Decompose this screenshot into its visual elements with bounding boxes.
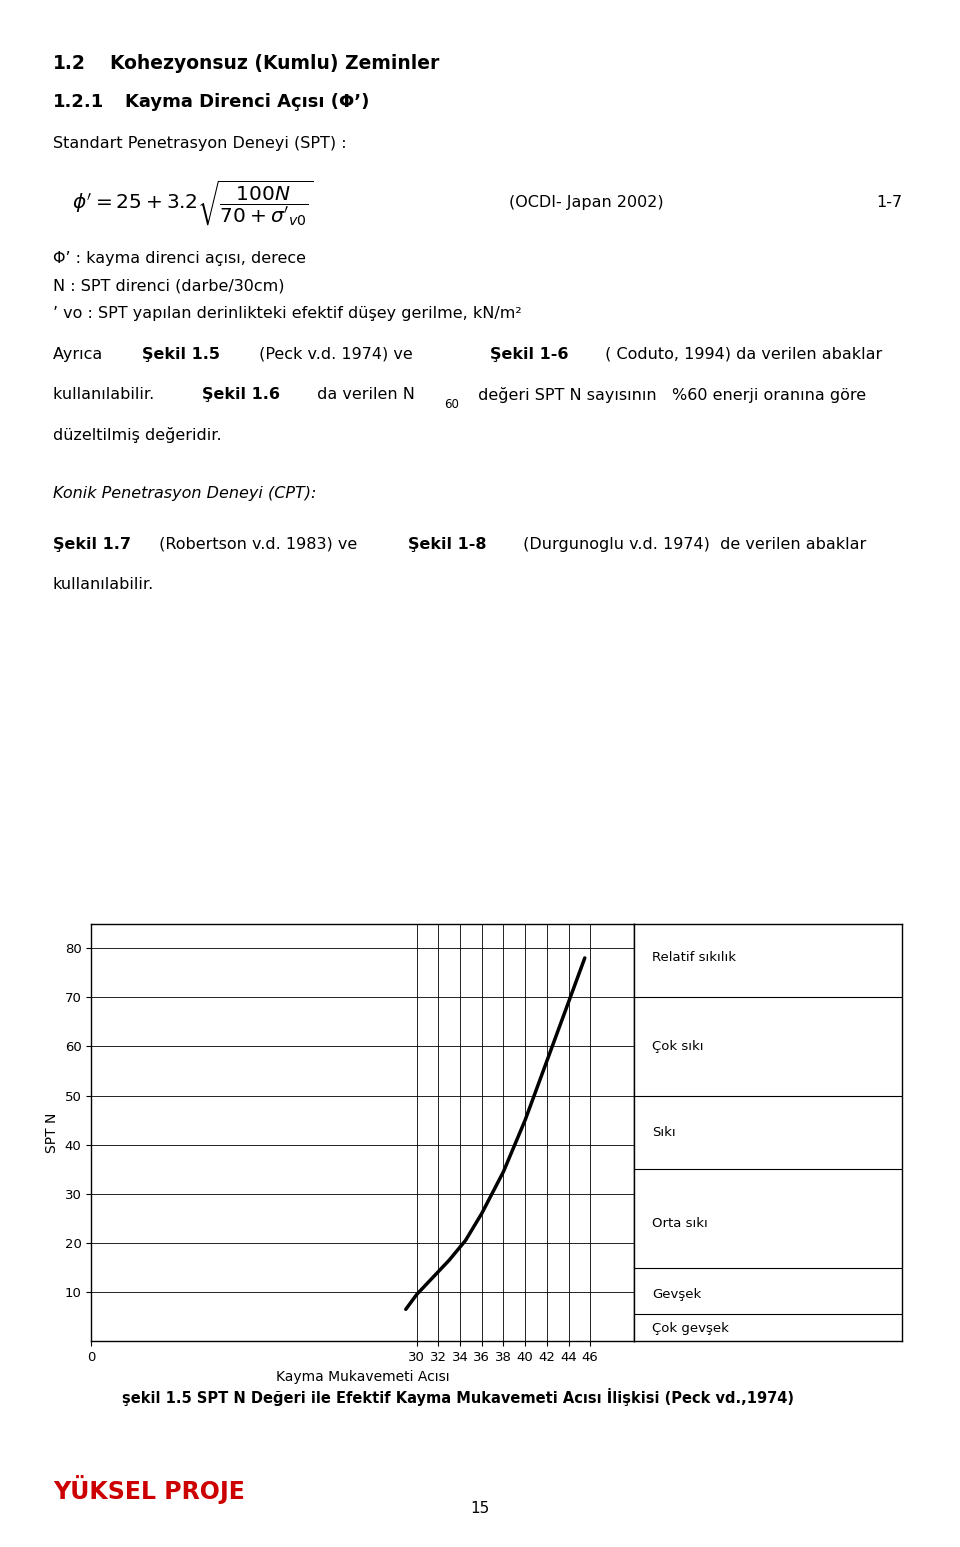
Text: Gevşek: Gevşek	[653, 1289, 702, 1301]
Y-axis label: SPT N: SPT N	[45, 1112, 60, 1153]
Text: Çok sıkı: Çok sıkı	[653, 1040, 704, 1054]
Text: YÜKSEL PROJE: YÜKSEL PROJE	[53, 1474, 245, 1504]
Text: Çok gevşek: Çok gevşek	[653, 1323, 730, 1335]
Text: Orta sıkı: Orta sıkı	[653, 1217, 708, 1230]
Text: Relatif sıkılık: Relatif sıkılık	[653, 951, 736, 964]
Text: 1-7: 1-7	[876, 195, 902, 210]
Text: Şekil 1.5: Şekil 1.5	[142, 347, 220, 362]
Text: N : SPT direnci (darbe/30cm): N : SPT direnci (darbe/30cm)	[53, 278, 284, 294]
X-axis label: Kayma Mukavemeti Acısı: Kayma Mukavemeti Acısı	[276, 1369, 449, 1383]
Text: kullanılabilir.: kullanılabilir.	[53, 577, 154, 593]
Text: Sıkı: Sıkı	[653, 1126, 676, 1139]
Text: 60: 60	[444, 398, 459, 410]
Text: Şekil 1-6: Şekil 1-6	[490, 347, 568, 362]
Text: $\phi' = 25 + 3.2\sqrt{\dfrac{100N}{70 + \sigma'_{v0}}}$: $\phi' = 25 + 3.2\sqrt{\dfrac{100N}{70 +…	[72, 178, 313, 227]
Text: Kayma Direnci Açısı (Φ’): Kayma Direnci Açısı (Φ’)	[125, 93, 370, 111]
Text: Şekil 1-8: Şekil 1-8	[408, 537, 487, 552]
Text: (OCDI- Japan 2002): (OCDI- Japan 2002)	[509, 195, 663, 210]
Text: (Robertson v.d. 1983) ve: (Robertson v.d. 1983) ve	[154, 537, 362, 552]
Text: Standart Penetrasyon Deneyi (SPT) :: Standart Penetrasyon Deneyi (SPT) :	[53, 136, 347, 152]
Text: ( Coduto, 1994) da verilen abaklar: ( Coduto, 1994) da verilen abaklar	[600, 347, 882, 362]
Text: Şekil 1.6: Şekil 1.6	[202, 387, 279, 402]
Text: düzeltilmiş değeridir.: düzeltilmiş değeridir.	[53, 427, 222, 442]
Text: değeri SPT N sayısının   %60 enerji oranına göre: değeri SPT N sayısının %60 enerji oranın…	[473, 387, 867, 402]
Text: Φ’ : kayma direnci açısı, derece: Φ’ : kayma direnci açısı, derece	[53, 251, 306, 266]
Text: Şekil 1.7: Şekil 1.7	[53, 537, 131, 552]
Text: şekil 1.5 SPT N Değeri ile Efektif Kayma Mukavemeti Acısı İlişkisi (Peck vd.,197: şekil 1.5 SPT N Değeri ile Efektif Kayma…	[122, 1388, 795, 1406]
Text: Kohezyonsuz (Kumlu) Zeminler: Kohezyonsuz (Kumlu) Zeminler	[110, 54, 440, 73]
Text: (Peck v.d. 1974) ve: (Peck v.d. 1974) ve	[254, 347, 419, 362]
Text: kullanılabilir.: kullanılabilir.	[53, 387, 159, 402]
Text: (Durgunoglu v.d. 1974)  de verilen abaklar: (Durgunoglu v.d. 1974) de verilen abakla…	[518, 537, 867, 552]
Text: 15: 15	[470, 1501, 490, 1516]
Text: Konik Penetrasyon Deneyi (CPT):: Konik Penetrasyon Deneyi (CPT):	[53, 486, 316, 501]
Text: Ayrıca: Ayrıca	[53, 347, 117, 362]
Text: da verilen N: da verilen N	[312, 387, 415, 402]
Text: 1.2.1: 1.2.1	[53, 93, 104, 111]
Text: ’ vo : SPT yapılan derinlikteki efektif düşey gerilme, kN/m²: ’ vo : SPT yapılan derinlikteki efektif …	[53, 306, 521, 322]
Text: 1.2: 1.2	[53, 54, 85, 73]
